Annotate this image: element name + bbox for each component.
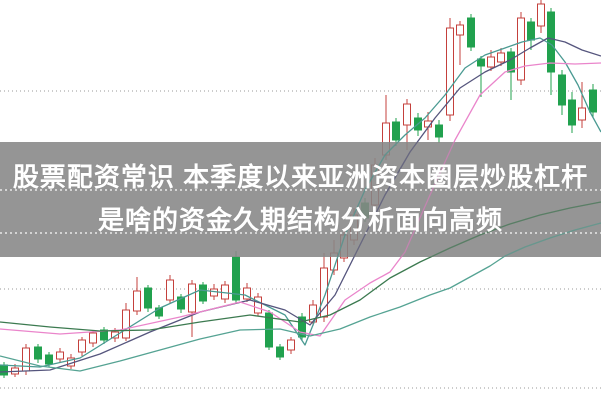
candle-down [144, 287, 152, 309]
candle-down [276, 346, 284, 358]
candle-up [78, 339, 86, 353]
candle-down [177, 296, 185, 310]
headline-band [0, 142, 601, 257]
candle-up [111, 331, 119, 339]
candle-down [507, 51, 515, 73]
candle-down [0, 364, 8, 376]
ma-navy-line-overlay [353, 142, 419, 257]
candle-up [456, 24, 464, 36]
candle-down [527, 21, 535, 41]
candle-up [287, 339, 295, 351]
candle-up [210, 288, 218, 297]
candle-up [243, 287, 251, 300]
candle-up [403, 103, 411, 126]
candles-group [0, 0, 597, 378]
ma-dark-green-line-overlay [429, 201, 601, 257]
ma-fast-teal-line-overlay [336, 142, 399, 257]
candle-down [45, 354, 53, 365]
candle-up [487, 56, 495, 68]
candle-up [497, 52, 505, 63]
candle-up [254, 296, 262, 314]
candle-down [392, 121, 400, 141]
candle-down [477, 58, 485, 67]
candle-up [133, 290, 141, 312]
candle-up [578, 107, 586, 121]
ma-magenta-line [0, 62, 601, 337]
candle-up [446, 27, 454, 116]
candle-down [298, 316, 306, 338]
candle-down [435, 124, 443, 138]
candle-up [517, 17, 525, 81]
overlay-headline-line1: 股票配资常识 本季度以来亚洲资本圈层炒股杠杆 [12, 162, 589, 192]
candle-down [100, 329, 108, 341]
ma-lines-over-band [336, 142, 601, 257]
candle-down [589, 89, 597, 113]
candle-down [467, 17, 475, 48]
candle-up [166, 279, 174, 301]
candle-up [122, 309, 130, 339]
overlay-headline-line2: 是啥的资金久期结构分析面向高频 [97, 205, 503, 235]
candle-up [537, 3, 545, 27]
candle-down [568, 99, 576, 126]
candle-up [56, 351, 64, 360]
candle-up [188, 283, 196, 313]
candle-down [558, 74, 566, 106]
candle-down [199, 284, 207, 302]
candle-down [34, 346, 42, 360]
candle-up [89, 332, 97, 344]
ma-slow-teal-line-overlay [502, 222, 601, 257]
candle-up [22, 347, 30, 372]
